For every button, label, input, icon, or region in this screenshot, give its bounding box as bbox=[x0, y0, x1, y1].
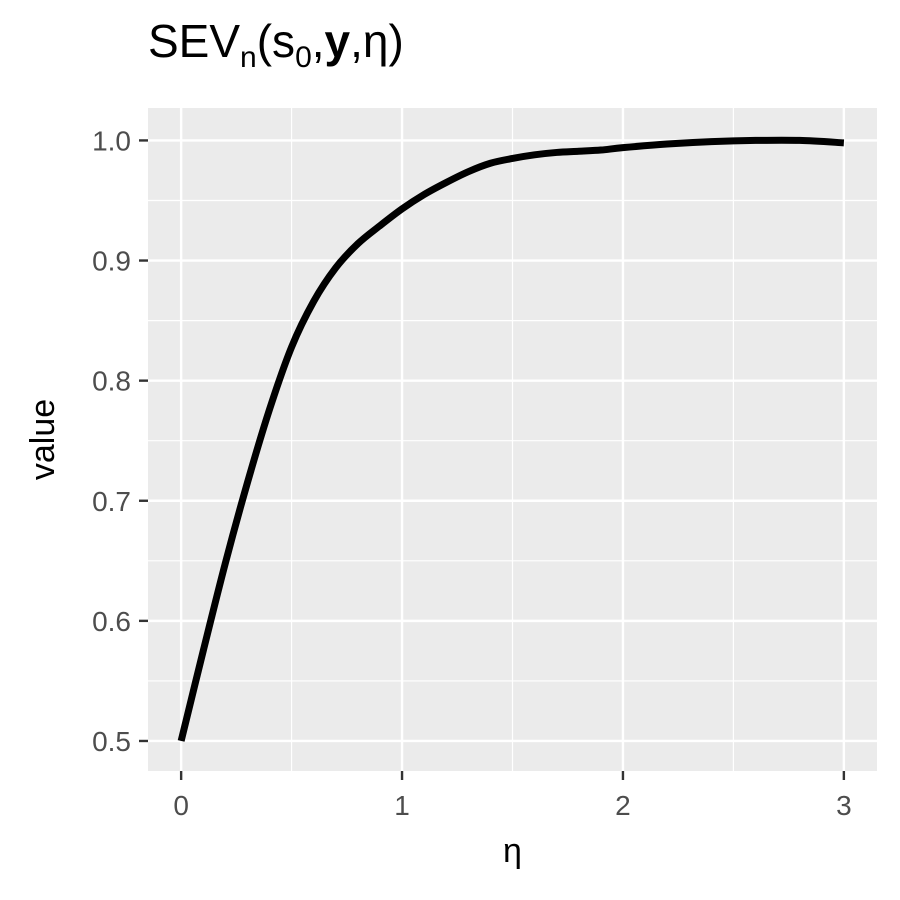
x-tick-label: 2 bbox=[615, 790, 631, 821]
chart-title: SEVn(s0,y,η) bbox=[148, 14, 404, 75]
title-rest: ,η) bbox=[350, 15, 404, 67]
title-comma: , bbox=[311, 15, 325, 67]
x-tick-label: 0 bbox=[173, 790, 189, 821]
series-line bbox=[177, 136, 845, 742]
x-axis-title: η bbox=[503, 832, 522, 870]
y-tick-label: 0.9 bbox=[92, 246, 131, 277]
title-bold-y: y bbox=[324, 15, 351, 67]
y-tick-label: 0.8 bbox=[92, 366, 131, 397]
title-subscript-0: 0 bbox=[295, 41, 312, 74]
y-tick-label: 0.6 bbox=[92, 606, 131, 637]
y-axis-title: value bbox=[24, 399, 62, 480]
y-tick-label: 0.5 bbox=[92, 726, 131, 757]
minor-gridlines bbox=[148, 108, 877, 771]
title-subscript-n: n bbox=[240, 41, 257, 74]
y-tick-label: 0.7 bbox=[92, 486, 131, 517]
x-tick-label: 3 bbox=[836, 790, 852, 821]
title-open: (s bbox=[256, 15, 296, 67]
y-tick-label: 1.0 bbox=[92, 125, 131, 156]
y-axis: 0.5 0.6 0.7 0.8 0.9 1.0 bbox=[92, 125, 148, 757]
x-tick-label: 1 bbox=[394, 790, 410, 821]
title-main: SEV bbox=[148, 15, 241, 67]
x-axis: 0 1 2 3 bbox=[173, 771, 852, 821]
